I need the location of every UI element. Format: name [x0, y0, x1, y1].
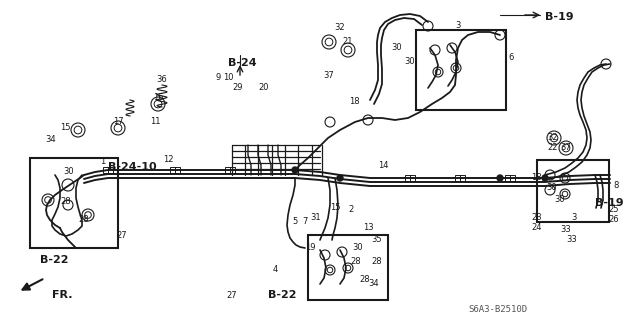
Text: S6A3-B2510D: S6A3-B2510D: [468, 305, 527, 314]
Text: 34: 34: [45, 136, 56, 145]
Text: 19: 19: [305, 243, 316, 253]
Text: 28: 28: [351, 257, 362, 266]
Text: 9: 9: [216, 73, 221, 83]
Text: 32: 32: [335, 24, 346, 33]
Bar: [308, 235, 388, 300]
Text: 30: 30: [555, 196, 565, 204]
Bar: [405, 175, 415, 181]
Bar: [170, 167, 180, 173]
Text: 27: 27: [116, 231, 127, 240]
Text: 14: 14: [378, 160, 388, 169]
Text: 17: 17: [113, 117, 124, 127]
Text: 28: 28: [79, 216, 90, 225]
Text: 18: 18: [531, 174, 541, 182]
Circle shape: [292, 167, 298, 173]
Text: 15: 15: [60, 123, 70, 132]
Text: 36: 36: [157, 76, 168, 85]
Bar: [537, 160, 609, 222]
Circle shape: [497, 175, 503, 181]
Text: 13: 13: [363, 224, 373, 233]
Text: 34: 34: [369, 278, 380, 287]
Text: 33: 33: [566, 235, 577, 244]
Text: 1: 1: [100, 158, 106, 167]
Text: 7: 7: [302, 218, 308, 226]
Text: 24: 24: [532, 224, 542, 233]
Text: B-24: B-24: [228, 58, 257, 68]
Text: 31: 31: [310, 213, 321, 222]
Text: 2: 2: [348, 205, 354, 214]
Text: 6: 6: [508, 54, 514, 63]
Text: 16: 16: [153, 93, 163, 102]
Text: B-19: B-19: [545, 12, 573, 22]
Circle shape: [542, 175, 548, 181]
Text: 12: 12: [163, 155, 173, 165]
Text: 28: 28: [360, 276, 371, 285]
Bar: [416, 30, 506, 110]
Text: B-24-10: B-24-10: [108, 162, 157, 172]
Text: 20: 20: [259, 84, 269, 93]
Circle shape: [337, 175, 343, 181]
Text: 28: 28: [61, 197, 71, 206]
Text: 29: 29: [233, 84, 243, 93]
Text: 3: 3: [572, 213, 577, 222]
Text: 23: 23: [532, 213, 542, 222]
Text: 4: 4: [273, 265, 278, 275]
Text: 5: 5: [292, 218, 298, 226]
Text: 10: 10: [223, 73, 233, 83]
Text: 22: 22: [548, 144, 558, 152]
Text: 27: 27: [227, 291, 237, 300]
Text: 30: 30: [353, 243, 364, 253]
Text: B-19: B-19: [595, 198, 623, 208]
Bar: [103, 167, 113, 173]
Bar: [505, 175, 515, 181]
Text: 37: 37: [561, 144, 572, 152]
Text: 32: 32: [548, 133, 558, 143]
Text: 35: 35: [372, 235, 382, 244]
Text: 18: 18: [349, 98, 359, 107]
Text: FR.: FR.: [52, 290, 72, 300]
Text: 30: 30: [547, 183, 557, 192]
Text: 28: 28: [372, 257, 382, 266]
Text: 3: 3: [455, 20, 461, 29]
Text: 21: 21: [343, 38, 353, 47]
Text: 30: 30: [404, 57, 415, 66]
Text: 15: 15: [330, 204, 340, 212]
Text: B-22: B-22: [40, 255, 68, 265]
Bar: [30, 158, 118, 248]
Text: 25: 25: [609, 205, 620, 214]
Text: 33: 33: [561, 226, 572, 234]
Bar: [225, 167, 235, 173]
Text: 26: 26: [609, 216, 620, 225]
Text: 30: 30: [392, 43, 403, 53]
Text: 8: 8: [613, 181, 619, 189]
Text: 30: 30: [64, 167, 74, 176]
Text: B-22: B-22: [268, 290, 296, 300]
Text: 37: 37: [324, 70, 334, 79]
Text: 11: 11: [150, 117, 160, 127]
Bar: [455, 175, 465, 181]
